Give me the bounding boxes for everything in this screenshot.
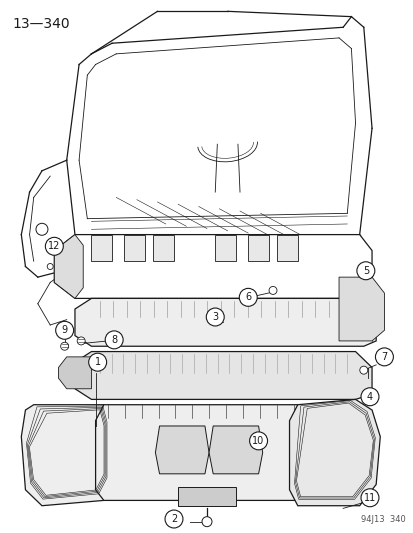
Polygon shape	[54, 235, 83, 298]
Circle shape	[77, 337, 85, 345]
Circle shape	[45, 237, 63, 255]
Circle shape	[359, 366, 367, 374]
Polygon shape	[95, 405, 305, 500]
Polygon shape	[289, 399, 380, 506]
Text: 5: 5	[362, 266, 368, 276]
Text: 1: 1	[94, 357, 100, 367]
Polygon shape	[276, 235, 297, 261]
Circle shape	[239, 288, 256, 306]
Polygon shape	[91, 235, 112, 261]
Circle shape	[360, 388, 378, 406]
Text: 6: 6	[244, 292, 251, 302]
Text: 4: 4	[366, 392, 372, 402]
Circle shape	[206, 308, 224, 326]
Text: 2: 2	[171, 514, 177, 524]
Text: 10: 10	[252, 436, 264, 446]
Circle shape	[88, 353, 107, 371]
Polygon shape	[209, 426, 262, 474]
Text: 94J13  340: 94J13 340	[360, 515, 404, 524]
Polygon shape	[153, 235, 173, 261]
Polygon shape	[178, 487, 235, 506]
Text: 8: 8	[111, 335, 117, 345]
Circle shape	[360, 489, 378, 507]
Text: 13—340: 13—340	[13, 17, 70, 31]
Polygon shape	[54, 235, 371, 298]
Circle shape	[165, 510, 183, 528]
Polygon shape	[248, 235, 268, 261]
Circle shape	[268, 286, 276, 294]
Polygon shape	[155, 426, 209, 474]
Circle shape	[202, 516, 211, 527]
Polygon shape	[58, 357, 91, 389]
Polygon shape	[124, 235, 145, 261]
Circle shape	[55, 321, 74, 340]
Circle shape	[249, 432, 267, 450]
Polygon shape	[338, 277, 384, 341]
Text: 3: 3	[212, 312, 218, 322]
Text: 11: 11	[363, 492, 375, 503]
Circle shape	[356, 262, 374, 280]
Circle shape	[375, 348, 392, 366]
Circle shape	[105, 331, 123, 349]
Polygon shape	[215, 235, 235, 261]
Text: 7: 7	[380, 352, 387, 362]
Text: 12: 12	[48, 241, 60, 251]
Polygon shape	[21, 405, 116, 506]
Text: 9: 9	[62, 325, 68, 335]
Polygon shape	[75, 298, 375, 346]
Circle shape	[61, 342, 69, 350]
Polygon shape	[75, 352, 371, 399]
